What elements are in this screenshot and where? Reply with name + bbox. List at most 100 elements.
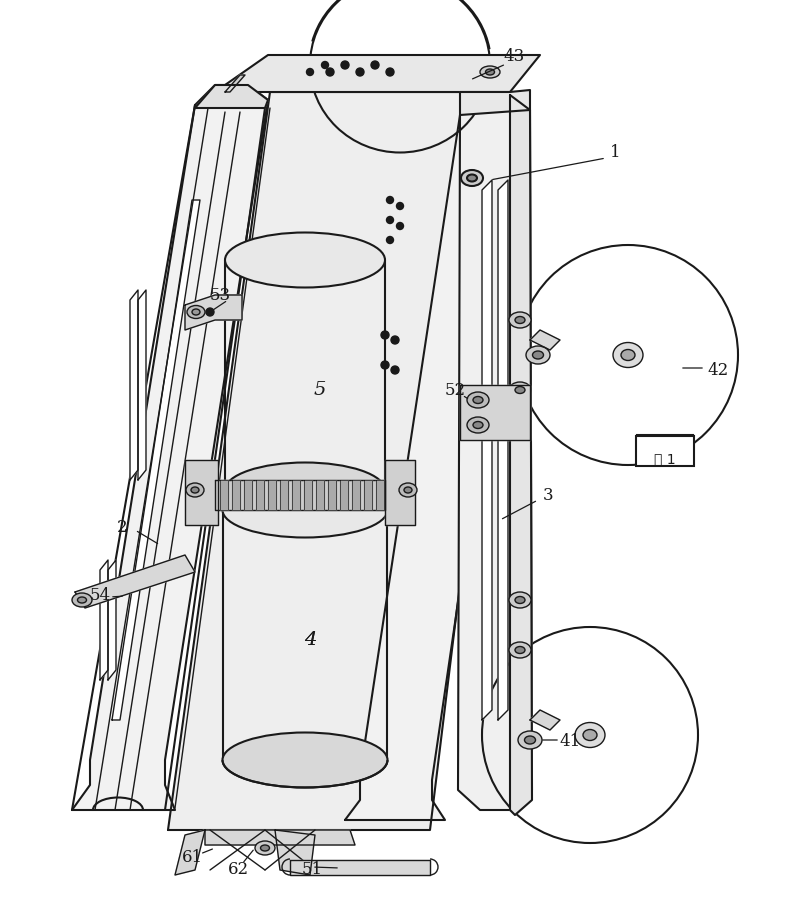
Polygon shape xyxy=(138,290,146,480)
Ellipse shape xyxy=(621,349,635,360)
Circle shape xyxy=(397,203,403,209)
Text: 4: 4 xyxy=(304,631,316,649)
Ellipse shape xyxy=(525,736,535,744)
Polygon shape xyxy=(376,480,384,510)
Ellipse shape xyxy=(515,646,525,654)
Polygon shape xyxy=(364,480,372,510)
Circle shape xyxy=(397,223,403,229)
Polygon shape xyxy=(268,480,276,510)
Ellipse shape xyxy=(467,392,489,408)
Ellipse shape xyxy=(509,382,531,398)
Polygon shape xyxy=(498,180,508,720)
Circle shape xyxy=(386,68,394,76)
Text: 42: 42 xyxy=(707,361,729,379)
Ellipse shape xyxy=(225,462,385,517)
Ellipse shape xyxy=(191,487,199,493)
Polygon shape xyxy=(530,330,560,350)
Polygon shape xyxy=(345,95,530,820)
Polygon shape xyxy=(175,830,205,875)
Ellipse shape xyxy=(399,483,417,497)
Ellipse shape xyxy=(225,233,385,288)
Text: 53: 53 xyxy=(210,286,230,304)
Text: 62: 62 xyxy=(227,861,249,878)
Ellipse shape xyxy=(222,733,387,788)
Polygon shape xyxy=(72,85,268,810)
Polygon shape xyxy=(460,385,530,440)
Circle shape xyxy=(381,361,389,369)
Text: 4: 4 xyxy=(304,631,316,649)
Circle shape xyxy=(341,61,349,69)
Polygon shape xyxy=(130,290,138,480)
Polygon shape xyxy=(316,480,324,510)
Polygon shape xyxy=(232,480,240,510)
Polygon shape xyxy=(458,95,532,810)
Circle shape xyxy=(322,61,329,69)
Ellipse shape xyxy=(515,316,525,324)
Polygon shape xyxy=(328,480,336,510)
Polygon shape xyxy=(510,95,532,815)
Circle shape xyxy=(306,69,314,75)
Polygon shape xyxy=(215,55,540,92)
Circle shape xyxy=(326,68,334,76)
Ellipse shape xyxy=(467,417,489,433)
Circle shape xyxy=(371,61,379,69)
Polygon shape xyxy=(220,480,228,510)
Ellipse shape xyxy=(509,642,531,658)
Ellipse shape xyxy=(515,386,525,393)
FancyBboxPatch shape xyxy=(636,436,694,466)
Ellipse shape xyxy=(575,723,605,747)
Ellipse shape xyxy=(613,343,643,368)
Ellipse shape xyxy=(72,593,92,607)
Polygon shape xyxy=(168,92,520,830)
Circle shape xyxy=(386,237,394,244)
Ellipse shape xyxy=(518,731,542,749)
Polygon shape xyxy=(280,480,288,510)
Polygon shape xyxy=(100,560,108,680)
Polygon shape xyxy=(482,180,492,720)
Text: 61: 61 xyxy=(182,848,202,866)
Polygon shape xyxy=(340,480,348,510)
Text: 52: 52 xyxy=(445,381,466,399)
Polygon shape xyxy=(215,480,385,510)
Ellipse shape xyxy=(186,483,204,497)
Polygon shape xyxy=(275,830,315,875)
Polygon shape xyxy=(205,830,355,845)
Text: 3: 3 xyxy=(542,487,554,503)
Ellipse shape xyxy=(583,730,597,741)
Polygon shape xyxy=(244,480,252,510)
Circle shape xyxy=(386,216,394,224)
Circle shape xyxy=(391,336,399,344)
Polygon shape xyxy=(195,85,268,108)
Ellipse shape xyxy=(467,174,477,182)
Ellipse shape xyxy=(473,422,483,428)
Ellipse shape xyxy=(461,170,483,186)
Ellipse shape xyxy=(533,351,543,359)
Ellipse shape xyxy=(480,66,500,78)
Ellipse shape xyxy=(515,596,525,603)
Polygon shape xyxy=(185,295,242,330)
Polygon shape xyxy=(185,460,218,525)
Polygon shape xyxy=(290,860,430,875)
Ellipse shape xyxy=(261,845,270,851)
Polygon shape xyxy=(256,480,264,510)
Polygon shape xyxy=(108,560,116,680)
Ellipse shape xyxy=(509,312,531,328)
Polygon shape xyxy=(385,460,415,525)
Text: 5: 5 xyxy=(314,381,326,399)
Polygon shape xyxy=(460,90,530,115)
Ellipse shape xyxy=(192,309,200,315)
Polygon shape xyxy=(352,480,360,510)
Polygon shape xyxy=(304,480,312,510)
Ellipse shape xyxy=(187,305,205,318)
Text: 1: 1 xyxy=(610,143,620,160)
Circle shape xyxy=(386,196,394,204)
Polygon shape xyxy=(75,555,195,608)
Text: 2: 2 xyxy=(117,520,127,536)
Ellipse shape xyxy=(526,346,550,364)
Text: 41: 41 xyxy=(559,734,581,750)
Text: 图 1: 图 1 xyxy=(654,452,676,466)
Circle shape xyxy=(206,308,214,316)
Polygon shape xyxy=(112,200,200,720)
Ellipse shape xyxy=(255,841,275,855)
Ellipse shape xyxy=(473,396,483,403)
